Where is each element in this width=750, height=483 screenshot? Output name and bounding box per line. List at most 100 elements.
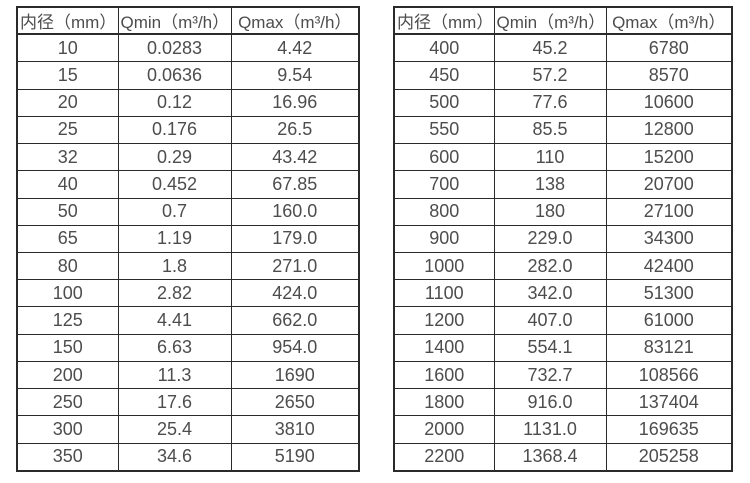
table-cell: 160.0 [230, 197, 360, 226]
column-header-inner-diameter: 内径（mm） [16, 6, 119, 35]
table-cell: 25 [16, 115, 119, 145]
table-row: 250 17.6 2650 [16, 388, 360, 417]
table-body: 10 0.0283 4.42 15 0.0636 9.54 20 0.12 16.96 25 0.1… [16, 33, 360, 472]
table-cell: 800 [393, 197, 495, 226]
table-cell: 137404 [605, 388, 733, 417]
table-cell: 1400 [393, 333, 495, 362]
table-cell: 34300 [605, 224, 733, 253]
table-cell: 15200 [605, 143, 733, 172]
table-cell: 1000 [393, 251, 495, 281]
table-cell: 1800 [393, 388, 495, 417]
table-row: 350 34.6 5190 [16, 442, 360, 472]
table-cell: 138 [493, 170, 607, 199]
table-row: 1200 407.0 61000 [393, 306, 733, 335]
column-header-inner-diameter: 内径（mm） [393, 6, 495, 35]
table-cell: 50 [16, 197, 119, 226]
table-row: 800 180 27100 [393, 197, 733, 226]
table-row: 400 45.2 6780 [393, 33, 733, 63]
table-cell: 180 [493, 197, 607, 226]
column-header-qmin: Qmin（m³/h） [493, 6, 607, 35]
table-cell: 350 [16, 442, 119, 472]
table-cell: 17.6 [117, 388, 232, 417]
flow-table-large-diameters: 内径（mm） Qmin（m³/h） Qmax（m³/h） 400 45.2 6780… [393, 6, 733, 472]
table-cell: 407.0 [493, 306, 607, 335]
table-cell: 250 [16, 388, 119, 417]
table-cell: 300 [16, 415, 119, 444]
table-cell: 100 [16, 279, 119, 308]
table-cell: 77.6 [493, 88, 607, 117]
table-cell: 2200 [393, 442, 495, 472]
table-row: 1400 554.1 83121 [393, 333, 733, 362]
table-cell: 732.7 [493, 360, 607, 390]
table-cell: 15 [16, 61, 119, 90]
table-cell: 0.0283 [117, 33, 232, 63]
table-cell: 26.5 [230, 115, 360, 145]
table-cell: 600 [393, 143, 495, 172]
table-row: 1800 916.0 137404 [393, 388, 733, 417]
table-cell: 342.0 [493, 279, 607, 308]
table-cell: 108566 [605, 360, 733, 390]
table-cell: 0.0636 [117, 61, 232, 90]
table-cell: 400 [393, 33, 495, 63]
table-cell: 229.0 [493, 224, 607, 253]
table-cell: 4.42 [230, 33, 360, 63]
table-row: 20 0.12 16.96 [16, 88, 360, 117]
table-row: 1100 342.0 51300 [393, 279, 733, 308]
table-cell: 2.82 [117, 279, 232, 308]
table-cell: 2650 [230, 388, 360, 417]
table-row: 50 0.7 160.0 [16, 197, 360, 226]
table-cell: 57.2 [493, 61, 607, 90]
table-row: 300 25.4 3810 [16, 415, 360, 444]
table-row: 900 229.0 34300 [393, 224, 733, 253]
table-row: 125 4.41 662.0 [16, 306, 360, 335]
table-cell: 32 [16, 143, 119, 172]
table-cell: 61000 [605, 306, 733, 335]
table-cell: 2000 [393, 415, 495, 444]
table-cell: 424.0 [230, 279, 360, 308]
table-body: 400 45.2 6780 450 57.2 8570 500 77.6 10600 550 85.… [393, 33, 733, 472]
table-cell: 954.0 [230, 333, 360, 362]
table-cell: 110 [493, 143, 607, 172]
table-row: 40 0.452 67.85 [16, 170, 360, 199]
table-cell: 1.8 [117, 251, 232, 281]
table-cell: 1200 [393, 306, 495, 335]
table-cell: 27100 [605, 197, 733, 226]
table-cell: 1600 [393, 360, 495, 390]
table-cell: 179.0 [230, 224, 360, 253]
table-cell: 700 [393, 170, 495, 199]
table-row: 450 57.2 8570 [393, 61, 733, 90]
table-row: 200 11.3 1690 [16, 360, 360, 390]
table-cell: 65 [16, 224, 119, 253]
table-row: 1600 732.7 108566 [393, 360, 733, 390]
table-cell: 10600 [605, 88, 733, 117]
table-row: 2200 1368.4 205258 [393, 442, 733, 472]
table-row: 65 1.19 179.0 [16, 224, 360, 253]
table-cell: 0.176 [117, 115, 232, 145]
table-cell: 25.4 [117, 415, 232, 444]
flow-table-small-diameters: 内径（mm） Qmin（m³/h） Qmax（m³/h） 10 0.0283 4.4… [16, 6, 360, 472]
table-cell: 1.19 [117, 224, 232, 253]
table-cell: 10 [16, 33, 119, 63]
table-cell: 40 [16, 170, 119, 199]
table-cell: 16.96 [230, 88, 360, 117]
table-row: 150 6.63 954.0 [16, 333, 360, 362]
table-cell: 282.0 [493, 251, 607, 281]
table-cell: 83121 [605, 333, 733, 362]
column-header-qmin: Qmin（m³/h） [117, 6, 232, 35]
table-cell: 125 [16, 306, 119, 335]
table-cell: 20 [16, 88, 119, 117]
table-row: 25 0.176 26.5 [16, 115, 360, 145]
table-cell: 12800 [605, 115, 733, 145]
table-cell: 662.0 [230, 306, 360, 335]
table-row: 550 85.5 12800 [393, 115, 733, 145]
table-cell: 34.6 [117, 442, 232, 472]
table-cell: 43.42 [230, 143, 360, 172]
table-cell: 85.5 [493, 115, 607, 145]
table-cell: 6780 [605, 33, 733, 63]
table-cell: 5190 [230, 442, 360, 472]
table-row: 700 138 20700 [393, 170, 733, 199]
table-cell: 150 [16, 333, 119, 362]
table-cell: 200 [16, 360, 119, 390]
table-row: 100 2.82 424.0 [16, 279, 360, 308]
